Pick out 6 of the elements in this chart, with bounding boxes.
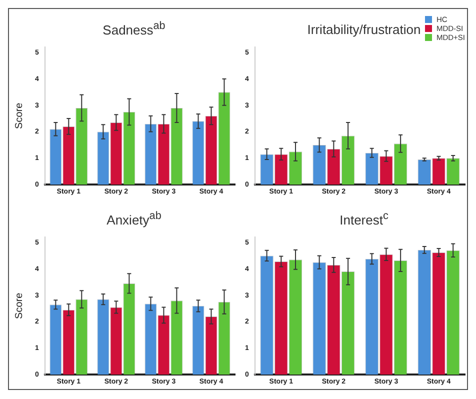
y-axis-title: Score xyxy=(14,102,25,129)
chart-title: Anxiety$^{ab}$ xyxy=(106,210,162,227)
chart-title: Interest$^{c}$ xyxy=(340,210,388,227)
chart-title: Irritability/frustration xyxy=(307,22,421,37)
y-axis-title: Score xyxy=(14,292,25,319)
chart-title: Sadness$^{ab}$ xyxy=(102,20,166,37)
